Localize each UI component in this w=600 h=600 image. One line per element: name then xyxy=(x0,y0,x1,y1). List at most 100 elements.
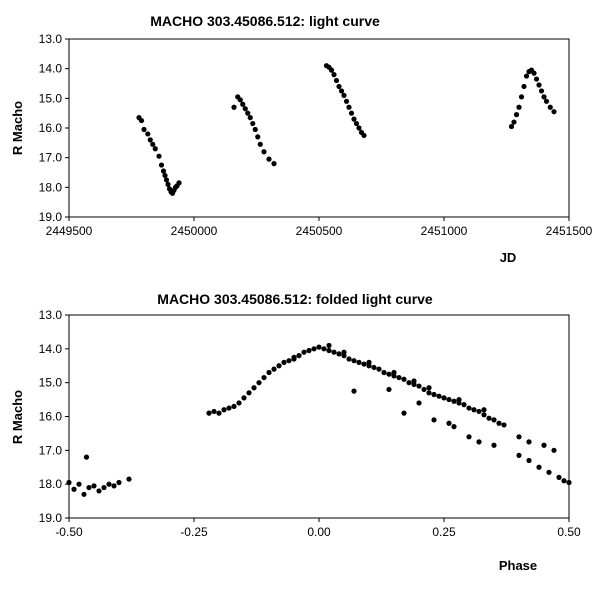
data-point xyxy=(296,353,302,359)
data-point xyxy=(508,123,515,130)
data-point xyxy=(83,454,90,460)
data-point xyxy=(366,359,372,365)
data-point xyxy=(252,126,258,133)
data-point xyxy=(165,181,171,187)
x-tick-label: 2450500 xyxy=(296,224,343,238)
data-point xyxy=(471,407,477,413)
data-point xyxy=(411,378,417,384)
data-point xyxy=(321,346,327,352)
data-point xyxy=(446,396,452,403)
data-point xyxy=(481,412,487,418)
data-point xyxy=(101,484,107,491)
data-point xyxy=(456,396,462,403)
y-tick-label: 17.0 xyxy=(39,151,63,165)
data-point xyxy=(81,491,87,497)
y-tick-label: 14.0 xyxy=(39,342,63,356)
data-point xyxy=(371,364,377,371)
data-point xyxy=(141,126,147,133)
data-point xyxy=(237,97,243,103)
data-point xyxy=(261,149,267,155)
data-point xyxy=(348,110,355,116)
data-point xyxy=(162,172,168,179)
data-point xyxy=(547,104,553,110)
data-point xyxy=(513,112,520,118)
data-point xyxy=(346,104,352,110)
data-point xyxy=(116,479,122,486)
data-point xyxy=(266,369,272,376)
data-point xyxy=(361,132,367,139)
data-points xyxy=(136,63,557,196)
data-point xyxy=(543,98,550,104)
data-point xyxy=(306,347,312,354)
data-point xyxy=(231,403,237,409)
data-point xyxy=(231,104,237,110)
x-tick-label: 0.25 xyxy=(432,525,456,539)
data-point xyxy=(156,153,162,159)
data-point xyxy=(551,109,557,115)
data-point xyxy=(536,82,542,88)
data-point xyxy=(416,400,422,406)
data-point xyxy=(271,161,277,167)
x-axis: 2449500 2450000 2450500 2451000 2451500 xyxy=(46,217,593,238)
data-point xyxy=(328,67,335,73)
y-tick-label: 18.0 xyxy=(39,180,63,194)
data-point xyxy=(241,395,247,401)
data-point xyxy=(331,72,337,78)
data-point xyxy=(451,424,457,430)
data-point xyxy=(381,369,387,376)
data-point xyxy=(341,92,347,98)
x-tick-label: 2451000 xyxy=(421,224,468,238)
data-point xyxy=(338,88,345,94)
data-point xyxy=(236,400,242,406)
data-point xyxy=(476,408,482,415)
data-point xyxy=(351,116,357,122)
data-point xyxy=(376,366,382,372)
data-point xyxy=(466,434,472,440)
data-point xyxy=(301,349,307,355)
data-point xyxy=(496,420,502,426)
data-point xyxy=(326,342,332,349)
data-point xyxy=(476,439,482,445)
data-point xyxy=(386,371,392,377)
y-tick-label: 13.0 xyxy=(39,308,63,322)
data-point xyxy=(356,359,362,365)
data-point xyxy=(66,479,72,486)
y-tick-label: 18.0 xyxy=(39,477,63,491)
y-tick-label: 16.0 xyxy=(39,121,63,135)
data-point xyxy=(481,407,487,413)
data-point xyxy=(76,481,82,487)
y-tick-label: 15.0 xyxy=(39,376,63,390)
data-point xyxy=(316,344,322,350)
data-point xyxy=(516,452,522,459)
x-tick-label: 0.00 xyxy=(307,525,331,539)
data-point xyxy=(421,386,427,393)
data-point xyxy=(343,98,350,104)
data-point xyxy=(246,390,252,396)
data-point xyxy=(346,356,352,362)
data-point xyxy=(291,354,297,360)
data-point xyxy=(150,141,156,147)
x-axis-label: Phase xyxy=(499,558,537,573)
plot-area xyxy=(68,38,570,218)
x-tick-label: -0.25 xyxy=(180,525,208,539)
data-point xyxy=(461,402,467,408)
data-point xyxy=(250,120,256,127)
data-point xyxy=(242,106,248,112)
data-point xyxy=(353,120,360,127)
data-point xyxy=(281,359,287,365)
data-point xyxy=(533,76,540,82)
y-tick-label: 17.0 xyxy=(39,443,63,457)
data-point xyxy=(386,386,392,393)
data-point xyxy=(491,442,497,448)
data-point xyxy=(176,180,182,186)
data-point xyxy=(516,104,522,110)
data-point xyxy=(531,70,537,76)
folded-light-curve-chart: MACHO 303.45086.512: folded light curve … xyxy=(10,291,581,573)
y-axis-label: R Macho xyxy=(10,390,25,444)
data-point xyxy=(401,410,407,416)
data-point xyxy=(331,349,337,355)
data-point xyxy=(152,146,158,152)
data-point xyxy=(245,110,251,116)
data-point xyxy=(160,168,167,174)
